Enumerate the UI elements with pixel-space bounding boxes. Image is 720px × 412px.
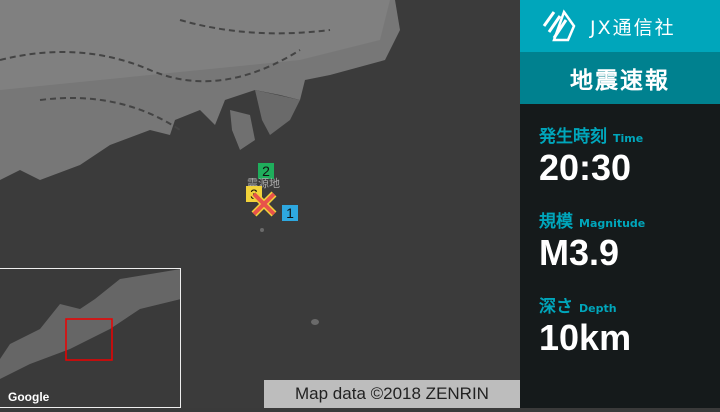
inset-viewport-rect <box>65 318 113 361</box>
depth-value: 10km <box>539 317 632 358</box>
time-label: 発生時刻 <box>539 127 607 147</box>
time-section: 発生時刻 Time 20:30 <box>520 122 720 189</box>
magnitude-label-en: Magnitude <box>579 217 646 230</box>
depth-label: 深さ <box>539 297 573 317</box>
jx-logo-icon <box>542 9 576 42</box>
station-marker-2[interactable]: 2 <box>258 163 274 179</box>
overview-inset-map[interactable] <box>0 268 181 408</box>
map-land <box>0 0 400 325</box>
epicenter-x-icon[interactable] <box>250 190 278 218</box>
brand-name: JX通信社 <box>590 16 676 39</box>
google-logo: Google <box>8 390 50 404</box>
info-panel: JX通信社 地震速報 発生時刻 Time 20:30 規模 Magnitude M3… <box>520 0 720 408</box>
inset-land <box>0 269 180 379</box>
map-credit: Map data ©2018 ZENRIN <box>264 380 520 408</box>
panel-title: 地震速報 <box>520 52 720 104</box>
magnitude-label: 規模 <box>539 212 573 232</box>
time-value: 20:30 <box>539 147 632 188</box>
magnitude-section: 規模 Magnitude M3.9 <box>520 207 720 274</box>
map[interactable]: 2 震源地 3 1 Google Map data ©2018 ZENRIN <box>0 0 520 408</box>
magnitude-value: M3.9 <box>539 232 620 273</box>
time-label-en: Time <box>613 132 644 145</box>
station-marker-1[interactable]: 1 <box>282 205 298 221</box>
depth-label-en: Depth <box>579 302 617 315</box>
depth-section: 深さ Depth 10km <box>520 292 720 359</box>
brand-header: JX通信社 <box>520 0 720 52</box>
